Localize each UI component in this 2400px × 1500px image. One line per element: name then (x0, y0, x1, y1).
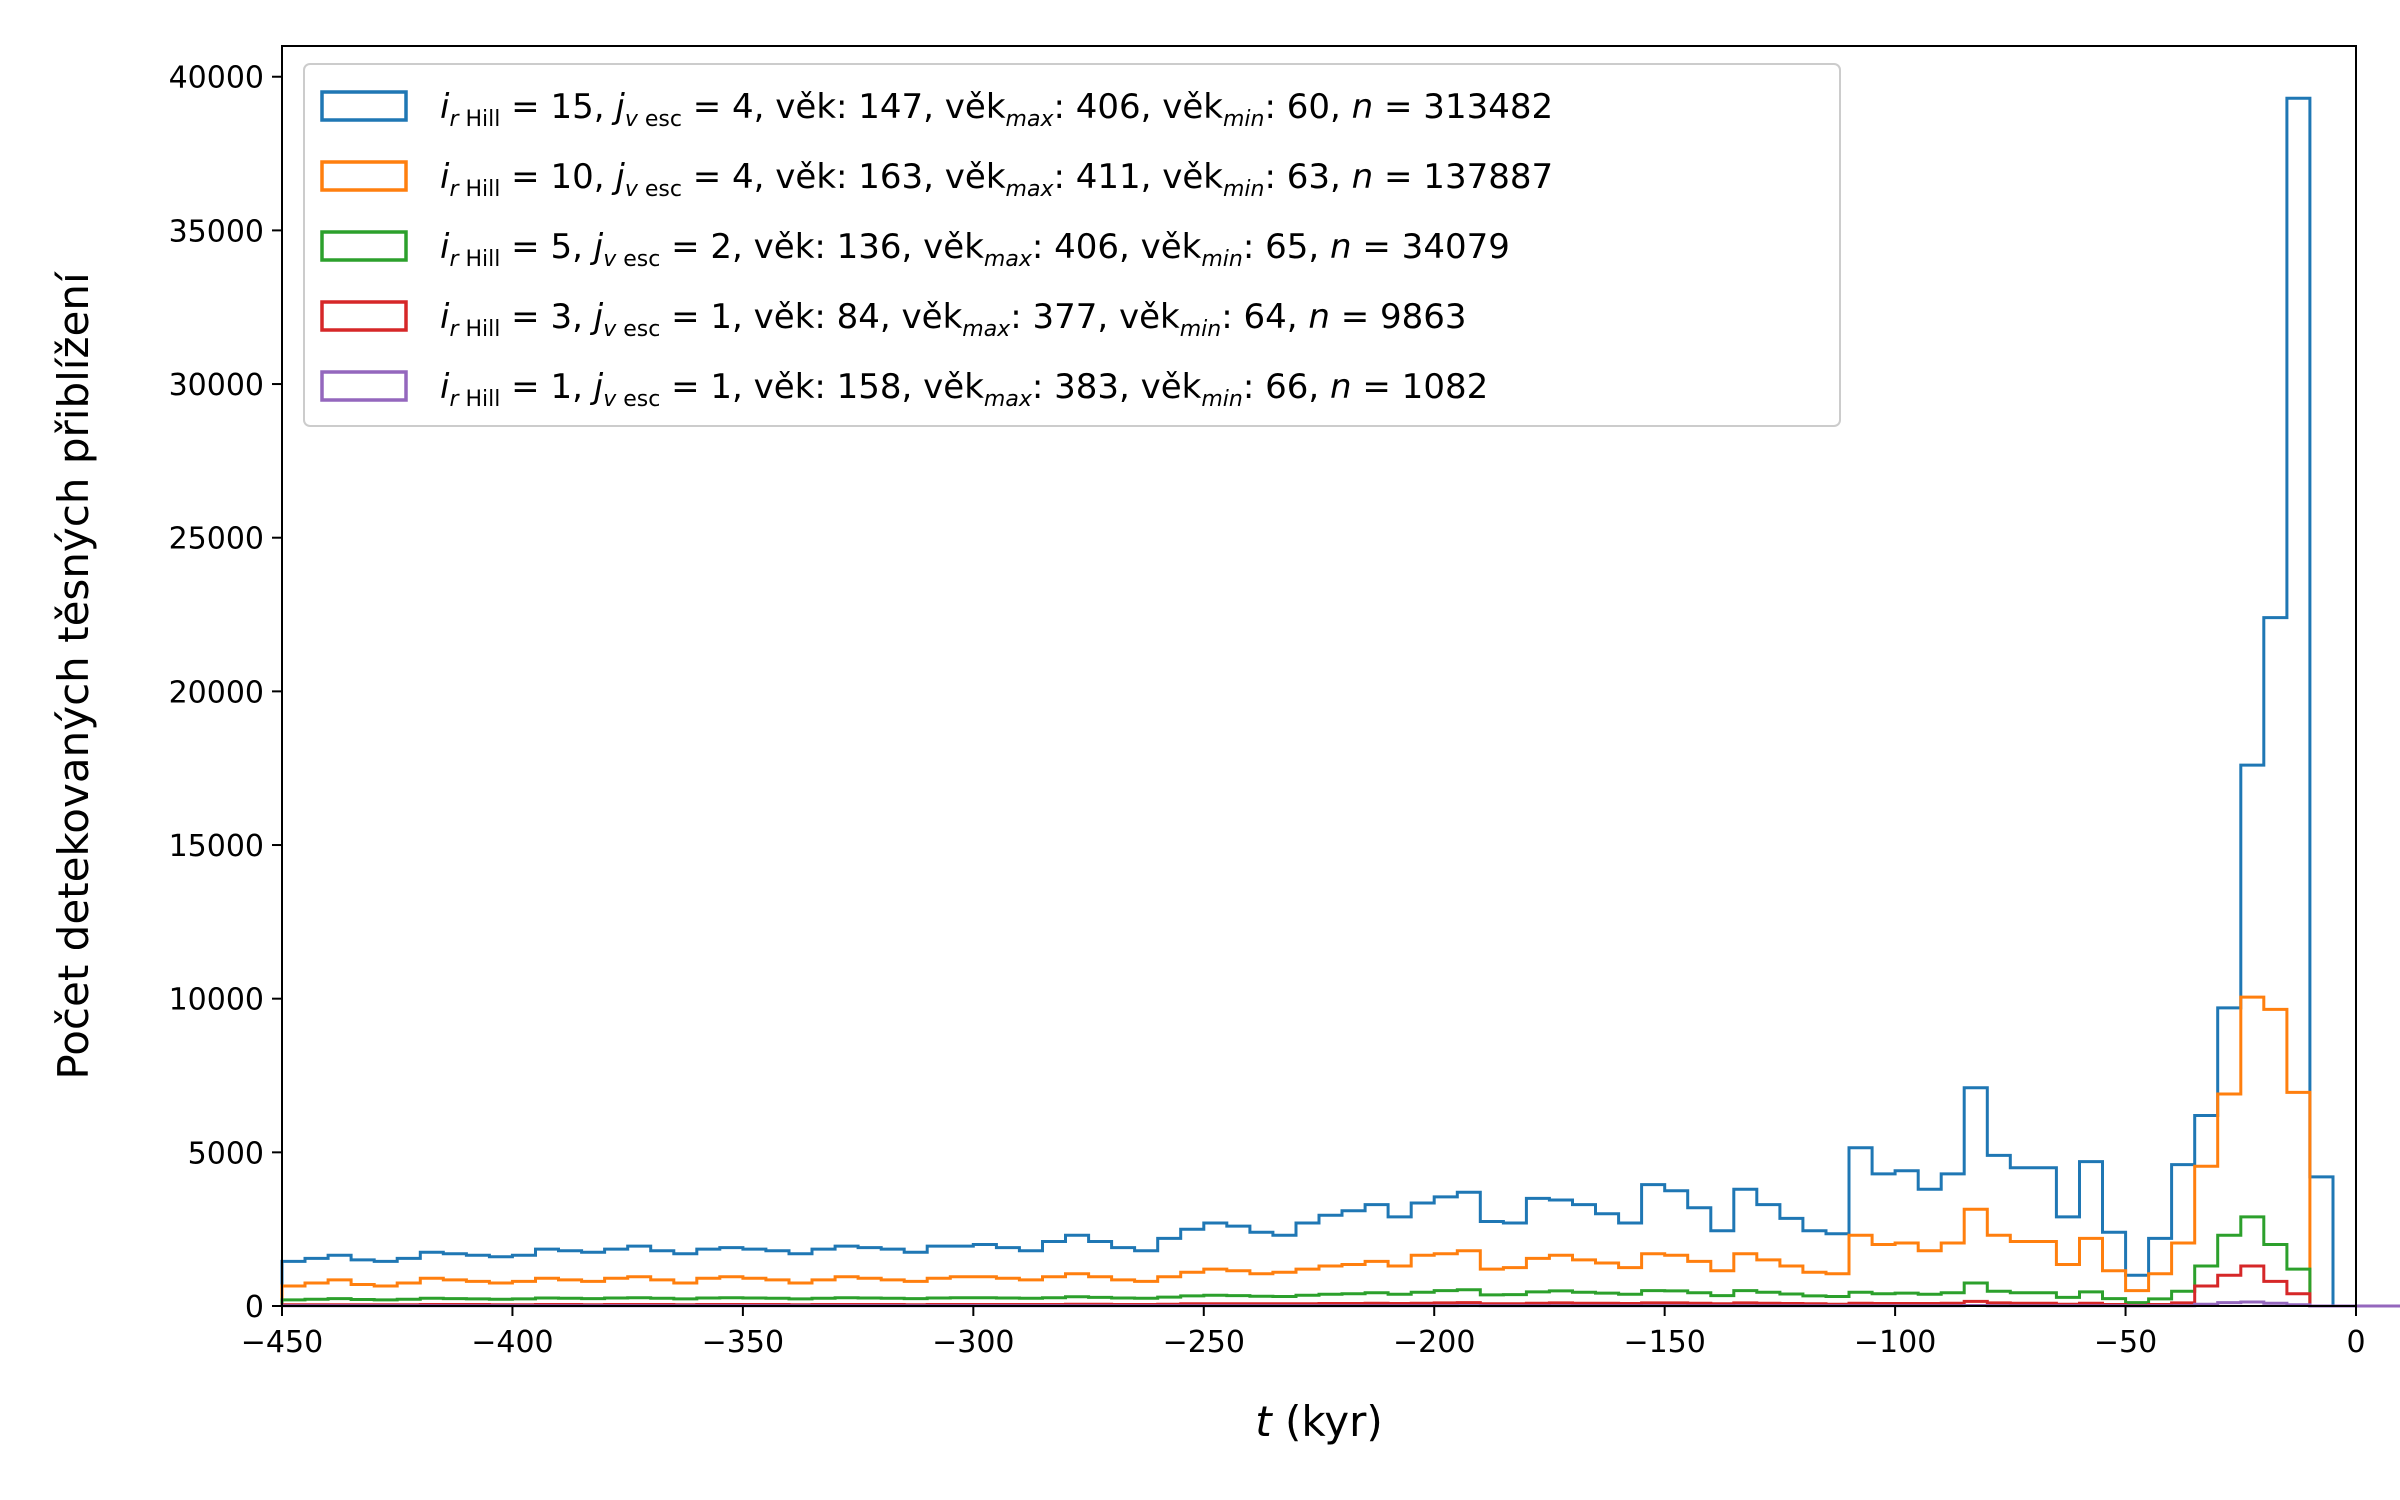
legend-swatch (320, 370, 408, 402)
legend-entry-1: ir Hill = 15, jv esc = 4, věk: 147, věkm… (320, 87, 1553, 132)
y-tick-label: 10000 (169, 983, 264, 1018)
axes-frame (281, 45, 2357, 1307)
x-ticks: −450 −400 −350 −300 −250 −200 −150 −100 −50 0 (241, 1306, 2366, 1360)
legend-swatch (320, 230, 408, 262)
y-tick-label: 20000 (169, 675, 264, 710)
legend-label: ir Hill = 5, jv esc = 2, věk: 136, věkma… (440, 227, 1510, 272)
y-ticks: 0 5000 10000 15000 20000 25000 30000 35000 40000 (169, 61, 282, 1325)
y-tick-label: 30000 (169, 368, 264, 403)
y-tick-label: 40000 (169, 61, 264, 96)
x-tick-label: −350 (702, 1325, 784, 1360)
x-tick-label: −100 (1854, 1325, 1936, 1360)
histogram-series-2 (280, 995, 2400, 1308)
legend-label: ir Hill = 1, jv esc = 1, věk: 158, věkma… (440, 367, 1488, 412)
legend-entry-3: ir Hill = 5, jv esc = 2, věk: 136, věkma… (320, 227, 1510, 272)
x-tick-label: 0 (2346, 1325, 2365, 1360)
legend-entry-5: ir Hill = 1, jv esc = 1, věk: 158, věkma… (320, 367, 1488, 412)
legend-label: ir Hill = 3, jv esc = 1, věk: 84, věkmax… (440, 297, 1467, 342)
y-axis-label: Počet detekovaných těsných přiblížení (49, 271, 98, 1080)
histogram-series-3 (280, 1215, 2400, 1308)
y-tick-label: 25000 (169, 522, 264, 557)
x-tick-label: −50 (2094, 1325, 2157, 1360)
x-tick-label: −200 (1393, 1325, 1475, 1360)
y-tick-label: 0 (245, 1290, 264, 1325)
y-tick-label: 15000 (169, 829, 264, 864)
x-tick-label: −250 (1163, 1325, 1245, 1360)
legend: ir Hill = 15, jv esc = 4, věk: 147, věkm… (303, 63, 1841, 427)
legend-entry-2: ir Hill = 10, jv esc = 4, věk: 163, věkm… (320, 157, 1553, 202)
histogram-series-1 (280, 96, 2400, 1308)
x-tick-label: −450 (241, 1325, 323, 1360)
legend-label: ir Hill = 15, jv esc = 4, věk: 147, věkm… (440, 87, 1553, 132)
y-tick-label: 5000 (188, 1136, 264, 1171)
legend-swatch (320, 160, 408, 192)
legend-swatch (320, 300, 408, 332)
x-tick-label: −400 (471, 1325, 553, 1360)
x-axis-label: t (kyr) (1255, 1397, 1383, 1446)
legend-entry-4: ir Hill = 3, jv esc = 1, věk: 84, věkmax… (320, 297, 1467, 342)
x-tick-label: −300 (932, 1325, 1014, 1360)
x-tick-label: −150 (1623, 1325, 1705, 1360)
legend-label: ir Hill = 10, jv esc = 4, věk: 163, věkm… (440, 157, 1553, 202)
y-tick-label: 35000 (169, 214, 264, 249)
legend-box (303, 63, 1841, 427)
legend-swatch (320, 90, 408, 122)
